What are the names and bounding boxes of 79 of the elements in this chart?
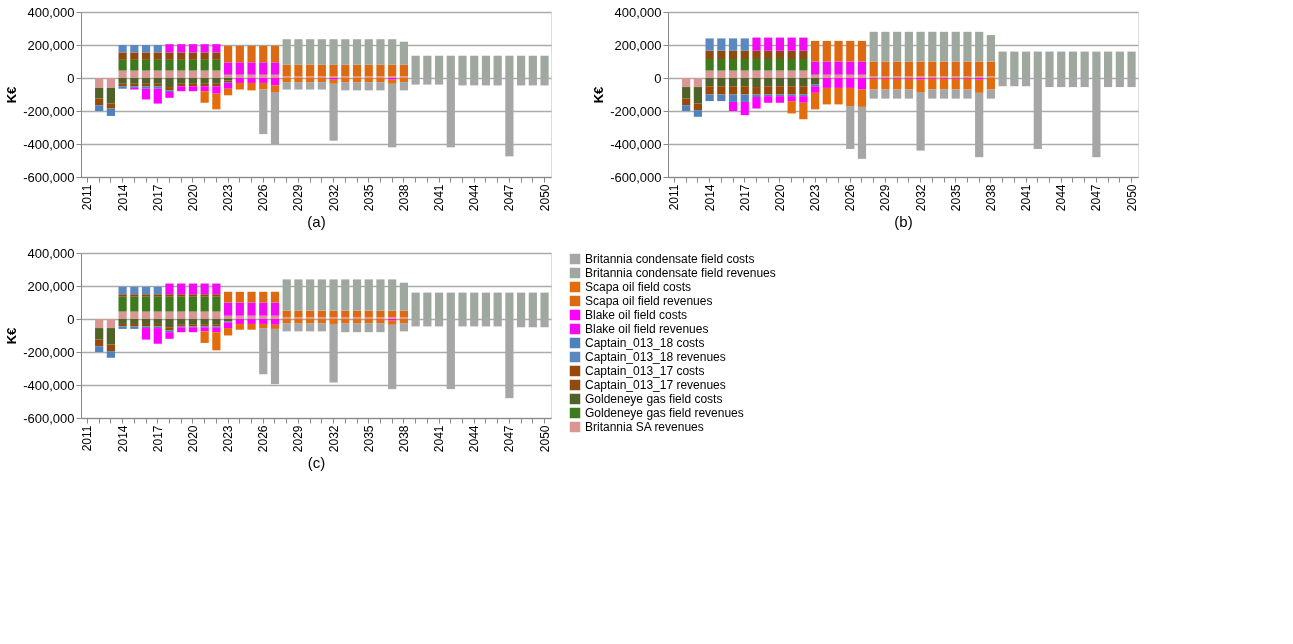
x-tick-label: 2029: [291, 184, 306, 212]
y-tick-label: 400,000: [27, 4, 75, 20]
x-tick-label: 2032: [913, 184, 928, 212]
x-tick-label: 2026: [256, 425, 271, 453]
x-tick-label: 2038: [396, 425, 411, 453]
y-tick-label: 0: [67, 70, 75, 86]
y-tick-label: -200,000: [23, 344, 75, 360]
x-tick-label: 2017: [150, 184, 165, 212]
y-tick-label: 400,000: [614, 4, 662, 20]
y-tick-label: -400,000: [23, 136, 75, 152]
x-tick-label: 2011: [80, 425, 95, 452]
y-tick-label: 200,000: [614, 37, 662, 53]
x-tick-label: 2029: [878, 184, 893, 212]
x-axis-title: (b): [894, 213, 913, 231]
y-tick-label: -400,000: [610, 136, 662, 152]
x-tick-label: 2047: [1089, 184, 1104, 212]
x-tick-label: 2023: [221, 184, 236, 212]
y-tick-label: -400,000: [23, 377, 75, 393]
x-tick-label: 2032: [326, 425, 341, 453]
x-tick-label: 2038: [396, 184, 411, 212]
x-tick-label: 2011: [80, 184, 95, 211]
y-tick-label: -200,000: [610, 103, 662, 119]
y-axis-title: K€: [591, 86, 607, 104]
x-tick-label: 2011: [667, 184, 682, 211]
legend-label: Scapa oil field costs: [585, 280, 692, 294]
x-tick-label: 2035: [361, 184, 376, 212]
legend-label: Blake oil field costs: [585, 308, 688, 322]
legend-label: Goldeneye gas field revenues: [585, 406, 744, 420]
x-tick-label: 2050: [537, 425, 552, 453]
y-tick-label: 0: [654, 70, 662, 86]
legend-label: Britannia condensate field revenues: [585, 266, 776, 280]
x-tick-label: 2014: [702, 184, 717, 212]
x-tick-label: 2044: [1054, 184, 1069, 212]
y-tick-label: 0: [67, 311, 75, 327]
y-axis-title: K€: [4, 327, 20, 345]
x-tick-label: 2017: [150, 425, 165, 453]
y-tick-label: -600,000: [610, 169, 662, 185]
x-tick-label: 2020: [185, 184, 200, 212]
y-tick-label: -600,000: [23, 410, 75, 426]
x-tick-label: 2017: [737, 184, 752, 212]
legend-label: Goldeneye gas field costs: [585, 392, 723, 406]
x-tick-label: 2044: [467, 184, 482, 212]
x-tick-label: 2026: [843, 184, 858, 212]
x-tick-label: 2035: [948, 184, 963, 212]
x-tick-label: 2020: [772, 184, 787, 212]
y-tick-label: 400,000: [27, 245, 75, 261]
legend-label: Scapa oil field revenues: [585, 294, 713, 308]
y-tick-label: -200,000: [23, 103, 75, 119]
x-tick-label: 2023: [808, 184, 823, 212]
x-tick-label: 2050: [1124, 184, 1139, 212]
x-tick-label: 2014: [115, 184, 130, 212]
x-tick-label: 2035: [361, 425, 376, 453]
x-tick-label: 2014: [115, 425, 130, 453]
legend-label: Captain_013_17 costs: [585, 364, 705, 378]
x-tick-label: 2020: [185, 425, 200, 453]
y-tick-label: -600,000: [23, 169, 75, 185]
legend-label: Captain_013_17 revenues: [585, 378, 726, 392]
x-tick-label: 2023: [221, 425, 236, 453]
x-tick-label: 2038: [983, 184, 998, 212]
legend-label: Britannia condensate field costs: [585, 252, 755, 266]
y-tick-label: 200,000: [27, 37, 75, 53]
y-axis-title: K€: [4, 86, 20, 104]
x-tick-label: 2026: [256, 184, 271, 212]
x-tick-label: 2041: [432, 184, 447, 212]
x-axis-title: (a): [307, 213, 326, 231]
legend-label: Britannia SA revenues: [585, 420, 704, 434]
x-tick-label: 2050: [537, 184, 552, 212]
x-tick-label: 2041: [432, 425, 447, 453]
legend-label: Blake oil field revenues: [585, 322, 709, 336]
x-tick-label: 2047: [502, 184, 517, 212]
x-tick-label: 2047: [502, 425, 517, 453]
legend-label: Captain_013_18 revenues: [585, 350, 726, 364]
x-tick-label: 2029: [291, 425, 306, 453]
y-tick-label: 200,000: [27, 278, 75, 294]
x-tick-label: 2041: [1019, 184, 1034, 212]
legend-label: Captain_013_18 costs: [585, 336, 705, 350]
x-axis-title: (c): [307, 454, 326, 472]
x-tick-label: 2032: [326, 184, 341, 212]
x-tick-label: 2044: [467, 425, 482, 453]
